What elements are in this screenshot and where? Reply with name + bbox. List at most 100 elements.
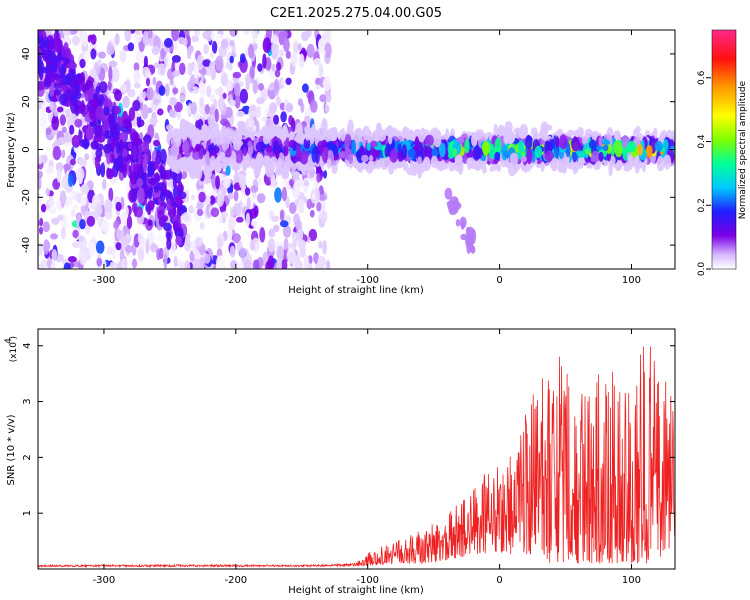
colorbar-tick-label: 0.4 [697, 134, 707, 149]
spectrogram-cell [207, 113, 216, 127]
spectrogram-cell [40, 203, 47, 213]
snr-xtick-label: 0 [496, 575, 502, 586]
spectrogram-cell [620, 136, 629, 148]
spectrogram-cell [555, 136, 560, 148]
spectrogram-cell [122, 148, 128, 158]
spectrogram-cell [243, 30, 250, 35]
spectrogram-cell [114, 33, 120, 46]
colorbar: 0.0 0.2 0.4 0.6 Normalized spectral amplitu… [697, 29, 748, 276]
spectrogram-cell [132, 100, 141, 112]
spectrogram-cell [119, 49, 127, 64]
spectrogram-cell [121, 257, 128, 269]
spectrogram-cell [322, 169, 328, 179]
spectrogram-cell [60, 63, 66, 78]
spectrogram-cell [145, 77, 151, 87]
colorbar-tick-label: 0.2 [697, 198, 707, 212]
spectrogram-cell [135, 49, 144, 65]
spectrogram-cell [79, 219, 86, 230]
spectrogram-cell [192, 86, 199, 95]
spectrogram-cell [282, 145, 289, 157]
spectrogram-cell [114, 89, 122, 102]
spectrogram-cell [193, 62, 199, 79]
spectrogram-ytick-label: 20 [21, 95, 32, 108]
spectrogram-cell [318, 240, 323, 249]
spectrogram-cell [94, 203, 103, 217]
spectrogram-cell [160, 190, 166, 202]
spectrogram-ytick-label: 40 [21, 48, 32, 61]
spectrogram-cell [279, 49, 284, 57]
spectrogram-cell [275, 148, 280, 160]
spectrogram-cell [128, 188, 136, 203]
spectrogram-cell [285, 77, 292, 86]
spectrogram-cell [151, 45, 160, 56]
spectrogram-cell [279, 209, 285, 222]
spectrogram-cell [95, 240, 105, 254]
spectrogram-cell [425, 134, 434, 146]
spectrogram-cell [274, 69, 281, 78]
spectrogram-cell [577, 126, 584, 139]
spectrogram-cell [61, 149, 66, 159]
spectrogram-cell [75, 167, 85, 181]
spectrogram-cell [108, 65, 113, 82]
spectrogram-cell [281, 259, 288, 269]
spectrogram-cell [591, 150, 600, 163]
spectrogram-cell [470, 244, 475, 254]
spectrogram-cell [567, 129, 575, 137]
spectrogram-cell [297, 43, 302, 51]
spectrogram-cell [115, 242, 122, 251]
spectrogram-cell [196, 202, 203, 211]
spectrogram-cell [35, 18, 42, 30]
spectrogram-cell [208, 144, 213, 154]
spectrogram-cell [199, 222, 205, 230]
spectrogram-cell [309, 209, 315, 218]
spectrogram-cell [654, 140, 663, 152]
snr-line [38, 346, 675, 569]
spectrogram-cell [133, 34, 142, 43]
spectrogram-cell [104, 129, 113, 139]
spectrogram-cell [466, 157, 476, 167]
spectrogram-cell [56, 106, 64, 113]
spectrogram-cell [61, 126, 67, 134]
spectrogram-cell [214, 108, 219, 123]
spectrogram-cell [397, 143, 402, 153]
spectrogram-cell [169, 96, 178, 106]
spectrogram-cell [247, 110, 257, 117]
spectrogram-cell [239, 53, 246, 64]
spectrogram-cell [248, 43, 254, 59]
spectrogram-cell [249, 65, 255, 79]
spectrogram-cell [303, 254, 310, 269]
spectrogram-cell [494, 137, 502, 153]
spectrogram-cell [474, 129, 483, 141]
spectrogram-cell [45, 188, 50, 196]
spectrogram-cell [166, 231, 172, 240]
spectrogram-cell [173, 256, 178, 268]
spectrogram-cell [221, 38, 229, 49]
spectrogram-cell [103, 143, 112, 154]
spectrogram-cell [540, 121, 549, 135]
spectrogram-cell [276, 258, 282, 269]
spectrogram-cell [494, 151, 501, 161]
spectrogram-cell [72, 241, 81, 248]
spectrogram-cell [135, 206, 144, 218]
spectrogram-cell [95, 105, 104, 120]
spectrogram-cell [216, 255, 225, 269]
spectrogram-cell [545, 150, 554, 163]
spectrogram-cell [444, 187, 453, 200]
spectrogram-cell [59, 84, 68, 92]
spectrogram-cell [190, 101, 198, 115]
spectrogram-cell [506, 132, 515, 145]
spectrogram-cell [38, 156, 43, 165]
spectrogram-cell [39, 217, 44, 227]
spectrogram-cell [229, 30, 238, 37]
spectrogram-cell [277, 158, 283, 170]
spectrogram-ytick-label: -20 [21, 189, 32, 205]
spectrogram-cell [157, 108, 164, 116]
spectrogram-cell [225, 156, 231, 164]
spectrogram-cell [201, 67, 207, 76]
spectrogram-xtick-label: -200 [224, 275, 247, 286]
spectrogram-cell [302, 83, 309, 93]
spectrogram-cell [217, 97, 225, 111]
spectrogram-xlabel: Height of straight line (km) [288, 285, 424, 296]
spectrogram-cell [288, 202, 297, 214]
spectrogram-cell [244, 187, 251, 196]
